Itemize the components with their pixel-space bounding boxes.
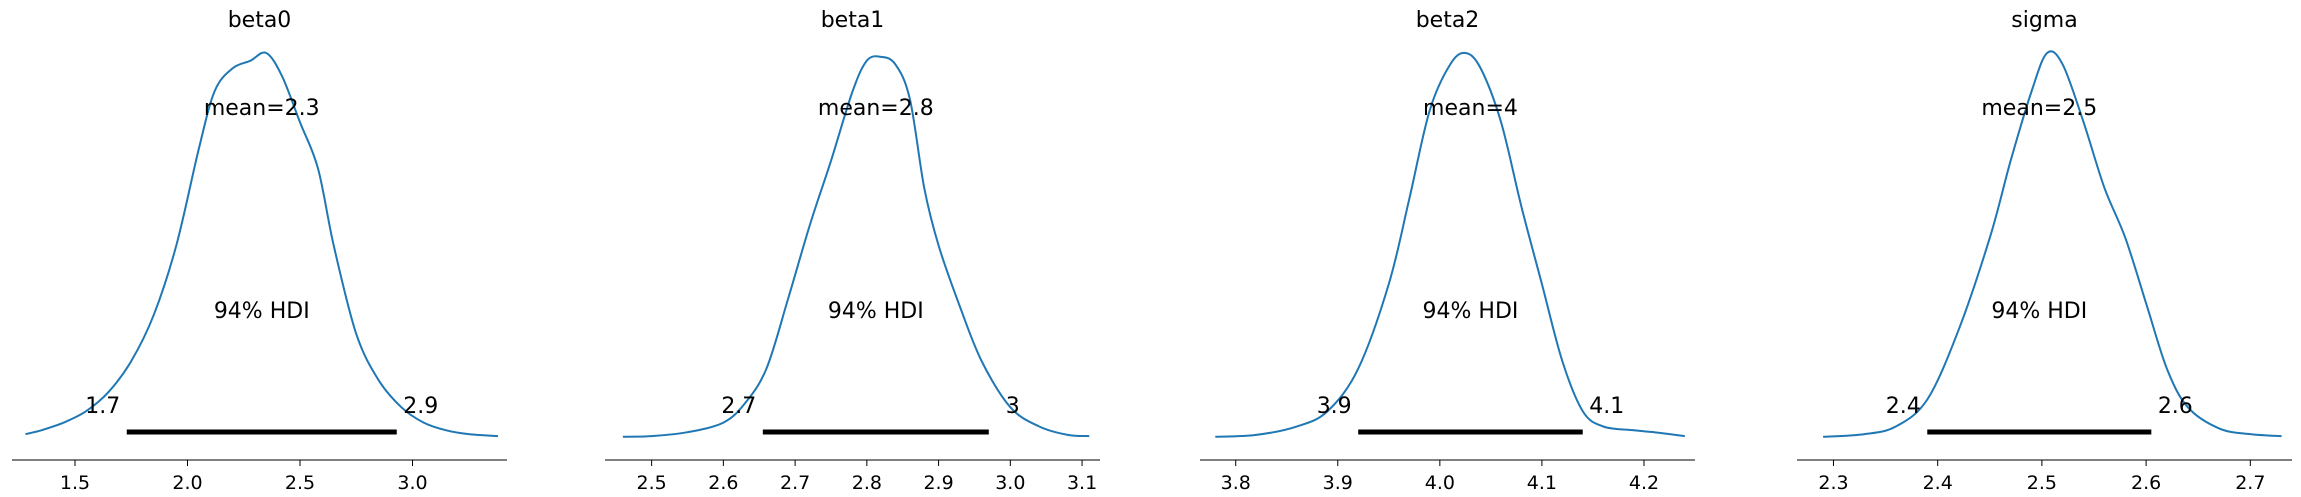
x-tick-label: 2.7 bbox=[2235, 472, 2265, 494]
x-tick-label: 3.9 bbox=[1323, 472, 1353, 494]
panel-title: beta1 bbox=[821, 8, 885, 33]
hdi-upper-label: 2.6 bbox=[2158, 394, 2193, 419]
x-tick-label: 2.5 bbox=[637, 472, 667, 494]
x-tick-label: 4.0 bbox=[1425, 472, 1455, 494]
x-tick-label: 2.6 bbox=[2131, 472, 2161, 494]
hdi-upper-label: 4.1 bbox=[1589, 394, 1624, 419]
x-tick-label: 4.2 bbox=[1629, 472, 1659, 494]
panel-beta2: beta2 mean=4 94% HDI 3.9 4.1 3.8 3.9 4.0 4.1 4.2 bbox=[1200, 8, 1695, 494]
x-tick-label: 2.6 bbox=[708, 472, 738, 494]
x-tick-label: 3.0 bbox=[397, 472, 427, 494]
x-tick-label: 2.3 bbox=[1818, 472, 1848, 494]
panel-title: beta2 bbox=[1416, 8, 1480, 33]
x-tick-label: 2.4 bbox=[1923, 472, 1953, 494]
mean-label: mean=4 bbox=[1423, 96, 1518, 121]
hdi-lower-label: 3.9 bbox=[1317, 394, 1352, 419]
kde-curve bbox=[1823, 50, 2282, 438]
x-tick-label: 2.8 bbox=[852, 472, 882, 494]
x-tick-label: 3.1 bbox=[1067, 472, 1097, 494]
x-tick-label: 2.5 bbox=[2027, 472, 2057, 494]
x-tick-label: 1.5 bbox=[60, 472, 90, 494]
hdi-label: 94% HDI bbox=[828, 299, 924, 324]
hdi-upper-label: 3 bbox=[1006, 394, 1020, 419]
hdi-lower-label: 2.4 bbox=[1886, 394, 1921, 419]
hdi-lower-label: 1.7 bbox=[85, 394, 120, 419]
x-tick-label: 3.8 bbox=[1221, 472, 1251, 494]
panel-title: beta0 bbox=[228, 8, 292, 33]
mean-label: mean=2.8 bbox=[818, 96, 934, 121]
hdi-label: 94% HDI bbox=[1991, 299, 2087, 324]
mean-label: mean=2.3 bbox=[204, 96, 320, 121]
hdi-label: 94% HDI bbox=[1423, 299, 1519, 324]
kde-curve bbox=[25, 51, 499, 438]
x-tick-label: 2.5 bbox=[285, 472, 315, 494]
x-tick-label: 2.0 bbox=[172, 472, 202, 494]
x-tick-label: 2.7 bbox=[780, 472, 810, 494]
panel-title: sigma bbox=[2011, 8, 2077, 33]
hdi-upper-label: 2.9 bbox=[403, 394, 438, 419]
panel-sigma: sigma mean=2.5 94% HDI 2.4 2.6 2.3 2.4 2.5 2.6 2.… bbox=[1797, 8, 2292, 494]
hdi-lower-label: 2.7 bbox=[721, 394, 756, 419]
mean-label: mean=2.5 bbox=[1981, 96, 2097, 121]
kde-curve bbox=[1215, 51, 1685, 438]
panel-beta0: beta0 mean=2.3 94% HDI 1.7 2.9 1.5 2.0 2.5 3.0 bbox=[12, 8, 507, 494]
kde-curve bbox=[622, 55, 1090, 438]
x-tick-label: 3.0 bbox=[995, 472, 1025, 494]
hdi-label: 94% HDI bbox=[214, 299, 310, 324]
x-tick-label: 4.1 bbox=[1527, 472, 1557, 494]
x-tick-label: 2.9 bbox=[923, 472, 953, 494]
panel-beta1: beta1 mean=2.8 94% HDI 2.7 3 2.5 2.6 2.7 2.8 2.9 3… bbox=[605, 8, 1100, 494]
